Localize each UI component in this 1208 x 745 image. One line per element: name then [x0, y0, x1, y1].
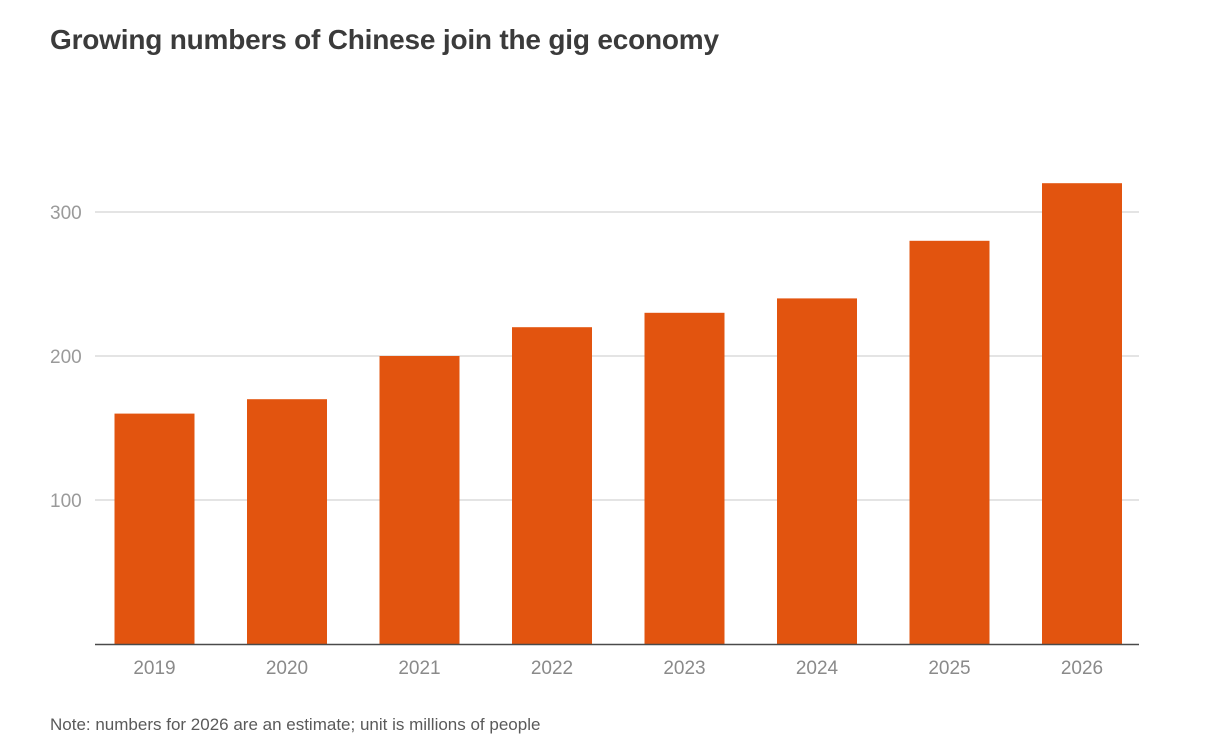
x-tick-label: 2023 [663, 658, 705, 679]
bar-2026 [1042, 183, 1122, 644]
bar-2023 [644, 312, 725, 644]
y-tick-label: 100 [50, 491, 82, 512]
y-axis-tick-labels: 100 200 300 [50, 203, 82, 512]
x-tick-label: 2025 [928, 658, 970, 679]
x-tick-label: 2019 [133, 658, 175, 679]
bar-2025 [909, 240, 990, 645]
x-tick-label: 2020 [266, 658, 308, 679]
bar-2022 [512, 327, 592, 644]
chart-footnote: Note: numbers for 2026 are an estimate; … [50, 715, 541, 734]
x-axis-tick-labels: 2019 2020 2021 2022 2023 2024 2025 2026 [133, 658, 1103, 679]
y-tick-label: 300 [50, 203, 82, 224]
x-tick-label: 2022 [531, 658, 573, 679]
bar-2020 [247, 399, 327, 644]
x-tick-label: 2024 [796, 658, 839, 679]
chart-title: Growing numbers of Chinese join the gig … [50, 24, 719, 55]
x-tick-label: 2026 [1061, 658, 1103, 679]
bar-2024 [777, 298, 857, 644]
bars [114, 183, 1122, 645]
y-tick-label: 200 [50, 347, 82, 368]
x-tick-label: 2021 [398, 658, 440, 679]
bar-2021 [379, 356, 460, 644]
bar-2019 [114, 413, 195, 644]
